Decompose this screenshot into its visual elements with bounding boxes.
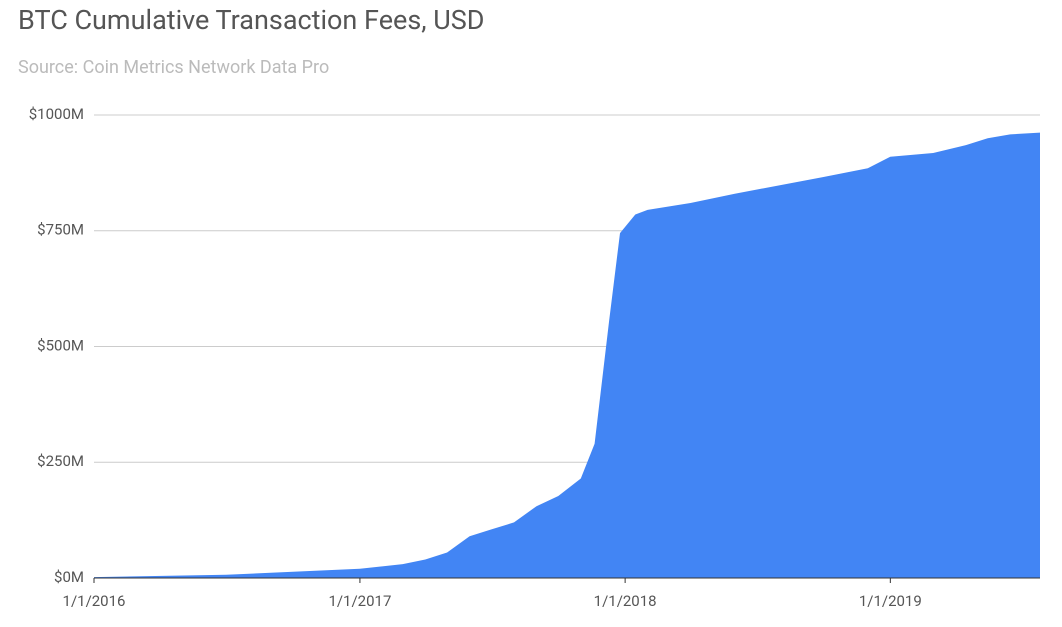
y-tick-label: $250M [37, 452, 84, 470]
x-tick-label: 1/1/2018 [594, 592, 657, 610]
y-tick-label: $750M [37, 221, 84, 239]
y-tick-label: $1000M [29, 105, 84, 123]
x-tick-label: 1/1/2019 [859, 592, 922, 610]
y-tick-label: $500M [37, 336, 84, 354]
x-tick-label: 1/1/2016 [63, 592, 126, 610]
y-tick-label: $0M [54, 568, 84, 586]
area [94, 132, 1040, 578]
x-tick-label: 1/1/2017 [328, 592, 391, 610]
chart-subtitle: Source: Coin Metrics Network Data Pro [18, 57, 329, 78]
chart-title: BTC Cumulative Transaction Fees, USD [18, 4, 485, 36]
